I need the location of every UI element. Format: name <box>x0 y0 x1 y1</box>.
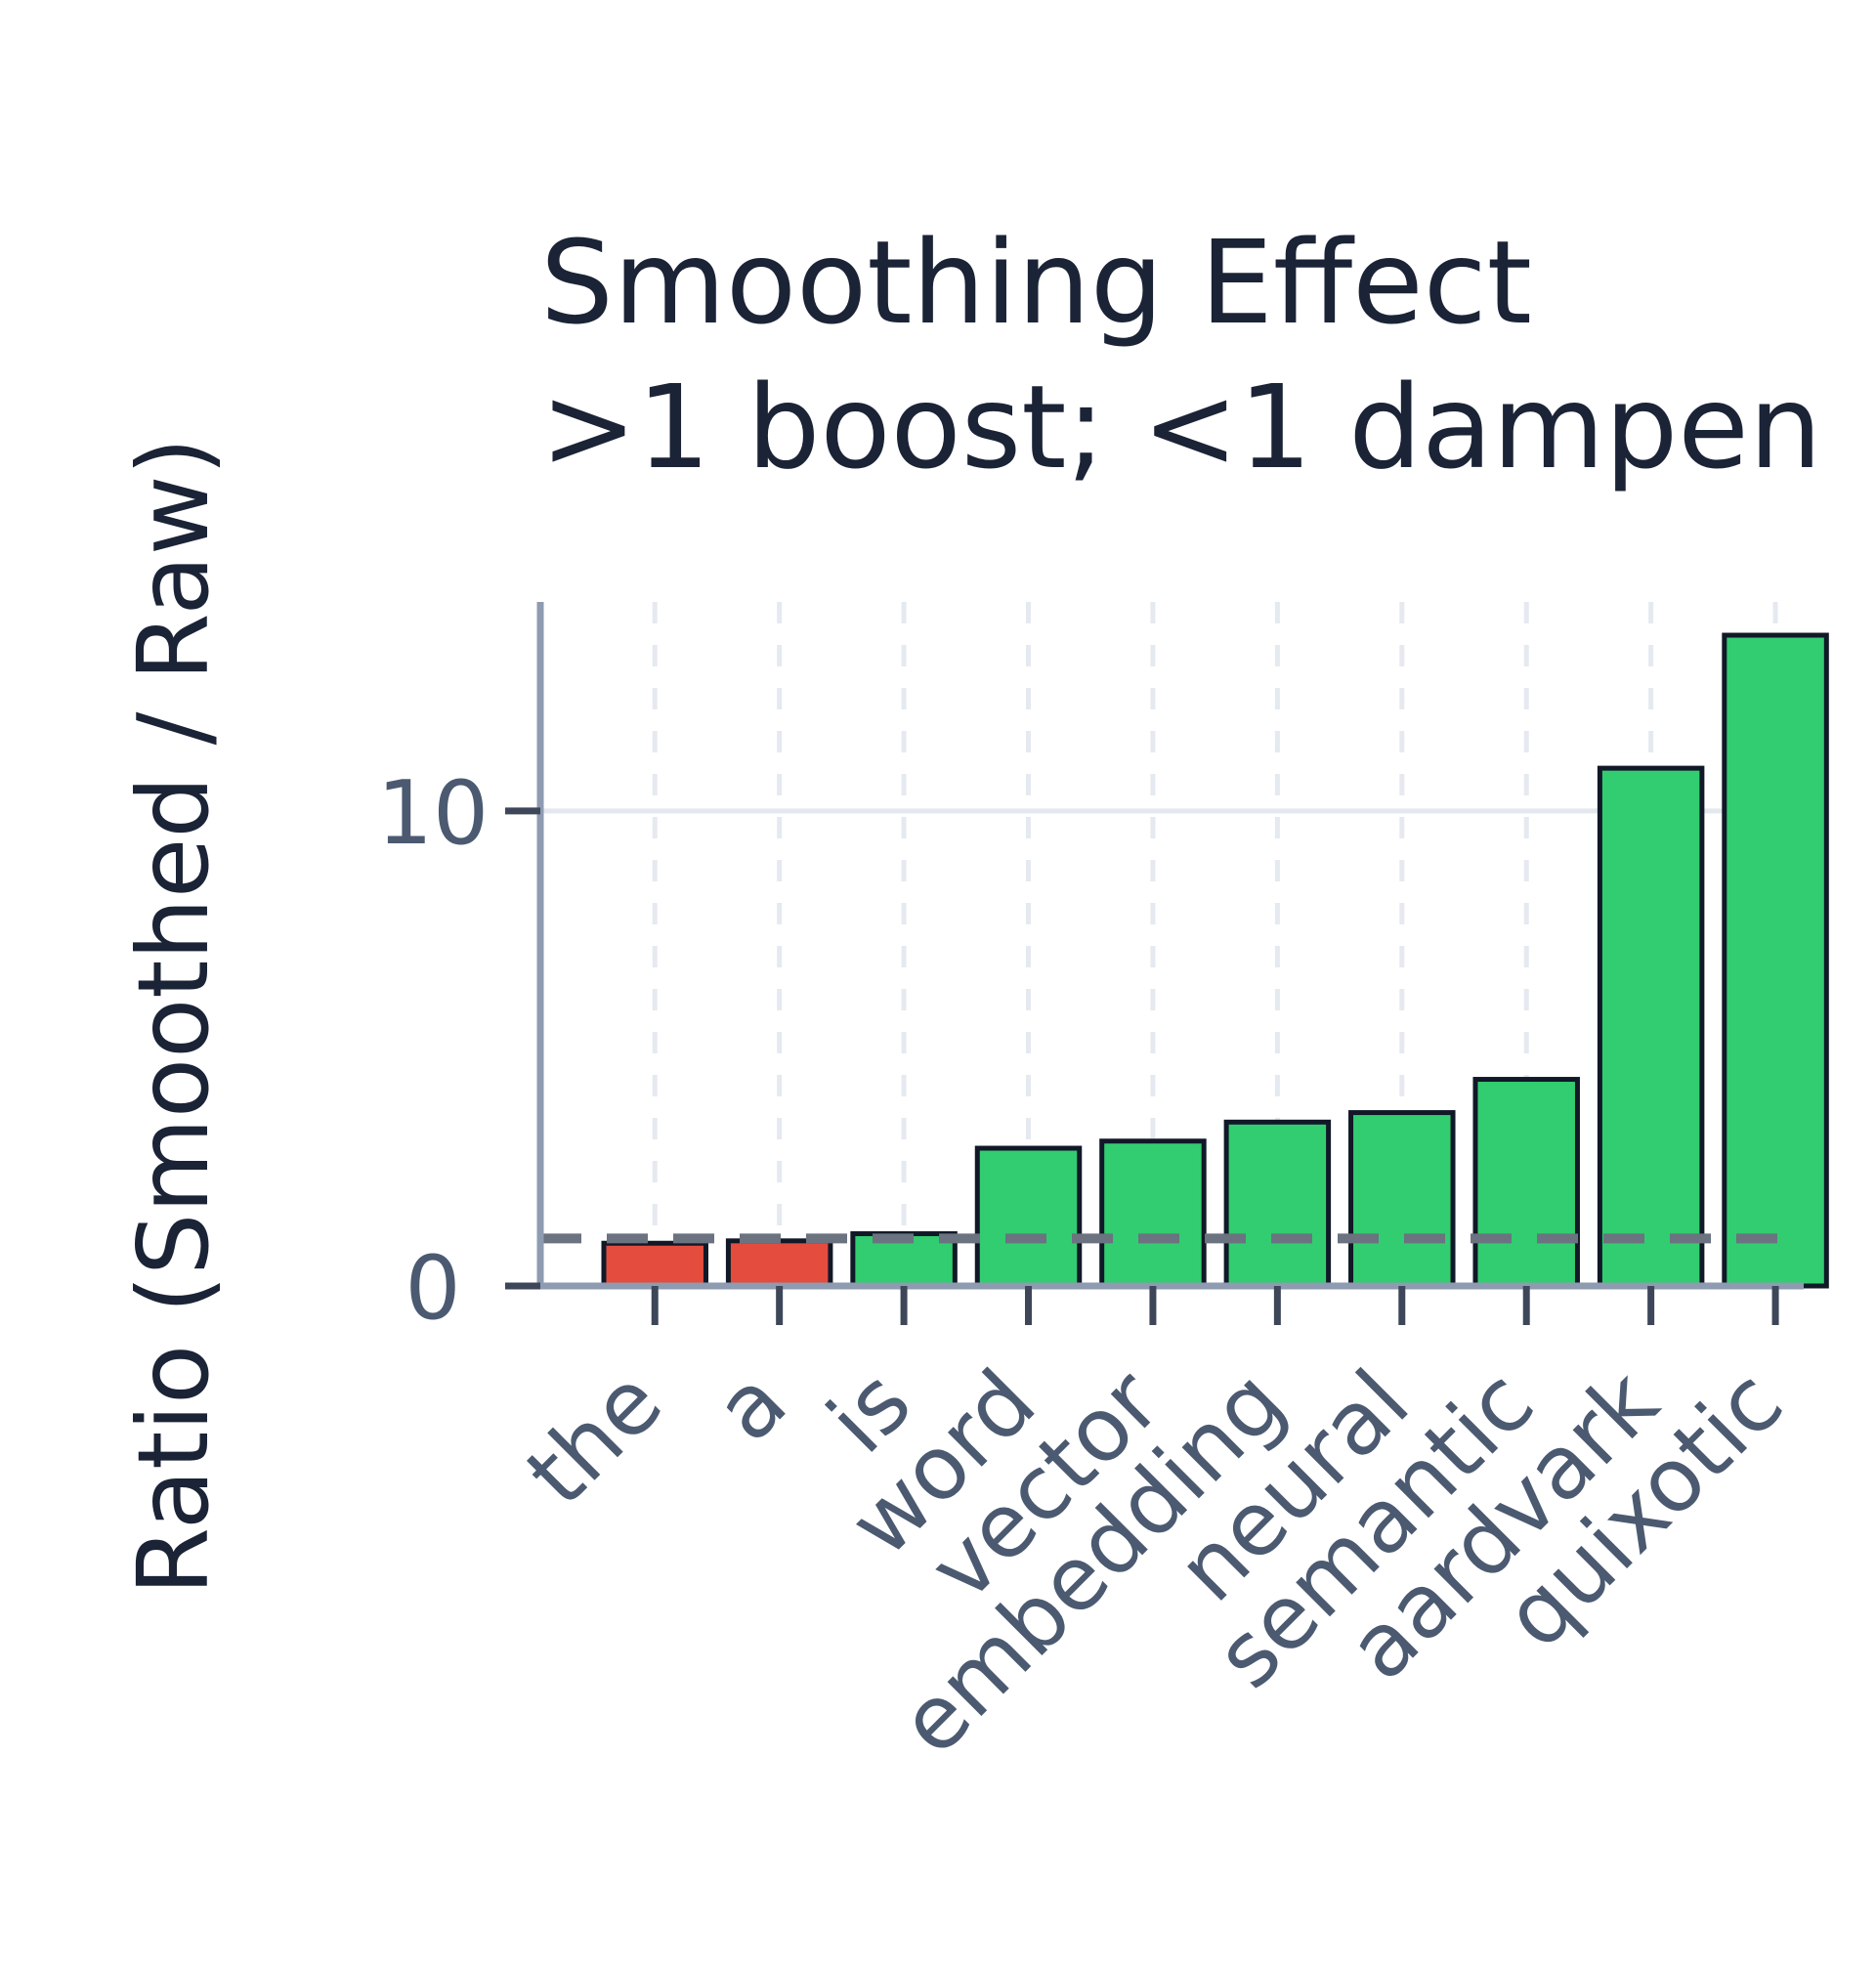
bar-embedding <box>1223 1119 1332 1289</box>
y-axis-label: Ratio (Smoothed / Raw) <box>116 437 231 1595</box>
bar-neural <box>1348 1110 1456 1289</box>
bar-quixotic <box>1722 632 1829 1289</box>
bar-a <box>725 1238 833 1289</box>
bar-word <box>974 1145 1083 1289</box>
bar-semantic <box>1472 1077 1580 1289</box>
x-tick-label-a: a <box>696 1350 806 1461</box>
chart-subtitle: >1 boost; <1 dampen <box>540 360 1822 494</box>
bar-vector <box>1099 1138 1207 1289</box>
y-tick-label: 0 <box>405 1237 460 1340</box>
chart-title: Smoothing Effect <box>540 215 1532 350</box>
bar-the <box>601 1240 708 1289</box>
x-tick-label-the: the <box>507 1350 682 1525</box>
y-tick-label: 10 <box>377 762 490 865</box>
bar-aardvark <box>1597 765 1705 1289</box>
